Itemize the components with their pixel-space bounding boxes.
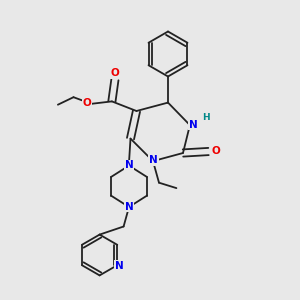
Text: O: O	[82, 98, 91, 108]
Text: N: N	[115, 261, 123, 271]
Text: H: H	[202, 113, 210, 122]
Text: O: O	[211, 146, 220, 157]
Text: N: N	[149, 155, 158, 165]
Text: O: O	[111, 68, 120, 78]
Text: N: N	[188, 119, 197, 130]
Text: N: N	[124, 202, 134, 212]
Text: N: N	[124, 160, 134, 170]
